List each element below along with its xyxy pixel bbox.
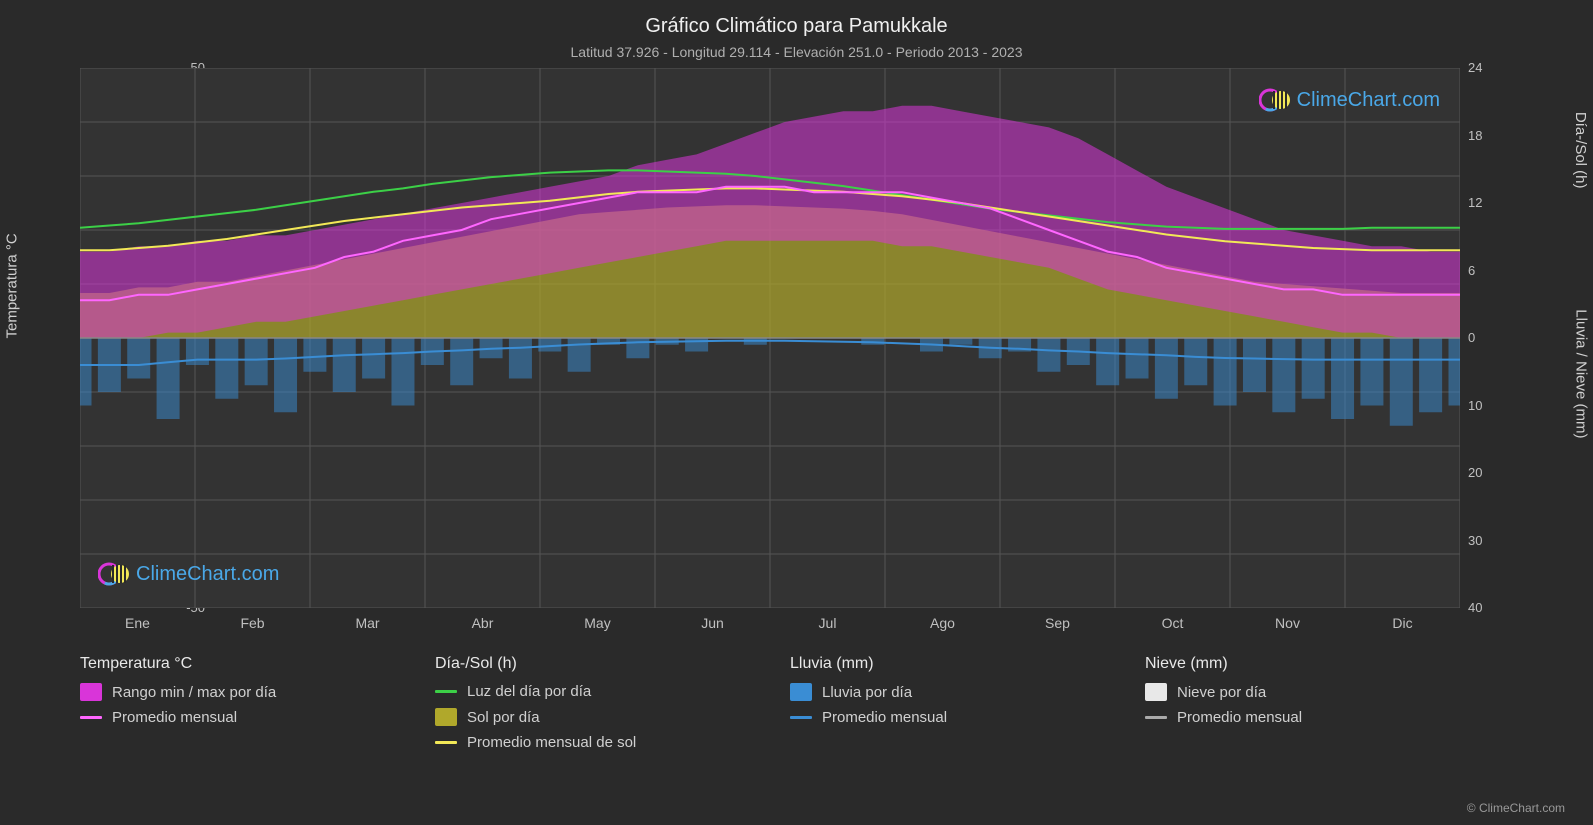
legend-line-swatch — [80, 716, 102, 719]
legend-label: Rango min / max por día — [112, 684, 276, 701]
legend-label: Promedio mensual — [112, 709, 237, 726]
y-right-tick: 18 — [1468, 128, 1508, 143]
legend-line-swatch — [1145, 716, 1167, 719]
legend-item: Rango min / max por día — [80, 683, 395, 701]
x-month-tick: Ago — [903, 615, 983, 631]
x-month-tick: Mar — [328, 615, 408, 631]
x-month-tick: Nov — [1248, 615, 1328, 631]
logo-icon — [98, 560, 132, 588]
chart-container: Gráfico Climático para Pamukkale Latitud… — [0, 0, 1593, 825]
watermark-text: ClimeChart.com — [1297, 89, 1440, 112]
legend-label: Lluvia por día — [822, 684, 912, 701]
watermark-bottom: ClimeChart.com — [98, 560, 279, 588]
legend-header: Lluvia (mm) — [790, 655, 1105, 673]
legend-line-swatch — [790, 716, 812, 719]
legend-header: Temperatura °C — [80, 655, 395, 673]
legend-line-swatch — [435, 741, 457, 744]
copyright-text: © ClimeChart.com — [1467, 801, 1565, 815]
plot-svg — [80, 68, 1460, 608]
y-right-axis-label-bot: Lluvia / Nieve (mm) — [1573, 309, 1590, 438]
y-right-axis-label-top: Día-/Sol (h) — [1573, 112, 1590, 189]
logo-icon — [1259, 86, 1293, 114]
watermark-text: ClimeChart.com — [136, 563, 279, 586]
legend-swatch — [790, 683, 812, 701]
legend-item: Promedio mensual — [1145, 709, 1460, 726]
chart-subtitle: Latitud 37.926 - Longitud 29.114 - Eleva… — [0, 38, 1593, 60]
legend-item: Sol por día — [435, 708, 750, 726]
legend-label: Promedio mensual de sol — [467, 734, 636, 751]
legend-item: Lluvia por día — [790, 683, 1105, 701]
y-right-tick: 10 — [1468, 398, 1508, 413]
legend: Temperatura °C Rango min / max por día Pro… — [80, 655, 1460, 759]
x-month-tick: Oct — [1133, 615, 1213, 631]
y-right-tick: 12 — [1468, 195, 1508, 210]
legend-label: Luz del día por día — [467, 683, 591, 700]
legend-label: Promedio mensual — [1177, 709, 1302, 726]
legend-label: Promedio mensual — [822, 709, 947, 726]
legend-swatch — [80, 683, 102, 701]
x-month-tick: Ene — [98, 615, 178, 631]
legend-column: Temperatura °C Rango min / max por día Pro… — [80, 655, 395, 759]
y-right-tick: 20 — [1468, 465, 1508, 480]
legend-item: Promedio mensual — [790, 709, 1105, 726]
x-month-tick: Abr — [443, 615, 523, 631]
x-month-tick: Jul — [788, 615, 868, 631]
chart-title: Gráfico Climático para Pamukkale — [0, 0, 1593, 38]
y-right-tick: 24 — [1468, 60, 1508, 75]
y-left-axis-label: Temperatura °C — [4, 233, 21, 338]
y-right-tick: 40 — [1468, 600, 1508, 615]
y-right-tick: 0 — [1468, 330, 1508, 345]
legend-swatch — [1145, 683, 1167, 701]
y-right-tick: 30 — [1468, 533, 1508, 548]
legend-column: Lluvia (mm) Lluvia por día Promedio mensua… — [790, 655, 1105, 759]
watermark-top: ClimeChart.com — [1259, 86, 1440, 114]
legend-item: Promedio mensual de sol — [435, 734, 750, 751]
x-month-tick: May — [558, 615, 638, 631]
x-month-tick: Jun — [673, 615, 753, 631]
legend-item: Promedio mensual — [80, 709, 395, 726]
legend-item: Nieve por día — [1145, 683, 1460, 701]
legend-swatch — [435, 708, 457, 726]
legend-line-swatch — [435, 690, 457, 693]
legend-header: Nieve (mm) — [1145, 655, 1460, 673]
legend-label: Sol por día — [467, 709, 540, 726]
legend-item: Luz del día por día — [435, 683, 750, 700]
x-month-tick: Feb — [213, 615, 293, 631]
plot-area: ClimeChart.com ClimeChart.com — [80, 68, 1460, 608]
y-right-tick: 6 — [1468, 263, 1508, 278]
x-month-tick: Sep — [1018, 615, 1098, 631]
x-month-tick: Dic — [1363, 615, 1443, 631]
legend-column: Día-/Sol (h) Luz del día por día Sol por d… — [435, 655, 750, 759]
legend-column: Nieve (mm) Nieve por día Promedio mensual — [1145, 655, 1460, 759]
legend-label: Nieve por día — [1177, 684, 1266, 701]
legend-header: Día-/Sol (h) — [435, 655, 750, 673]
